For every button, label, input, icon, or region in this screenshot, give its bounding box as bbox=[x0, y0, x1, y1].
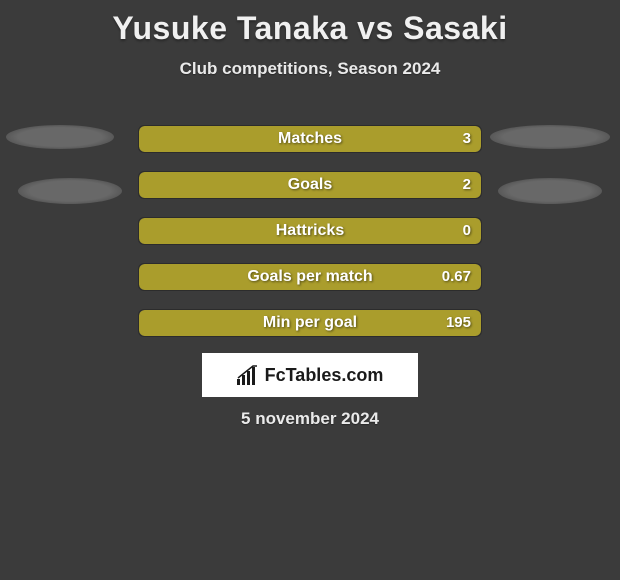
brand-badge[interactable]: FcTables.com bbox=[202, 353, 418, 397]
stat-row: Hattricks0 bbox=[138, 217, 482, 245]
page-title: Yusuke Tanaka vs Sasaki bbox=[0, 0, 620, 47]
stat-row: Goals per match0.67 bbox=[138, 263, 482, 291]
stats-container: Matches3Goals2Hattricks0Goals per match0… bbox=[138, 125, 482, 355]
player-shadow-right-1 bbox=[490, 125, 610, 149]
stat-label: Matches bbox=[139, 126, 481, 152]
stat-row: Goals2 bbox=[138, 171, 482, 199]
stat-label: Goals bbox=[139, 172, 481, 198]
stat-label: Min per goal bbox=[139, 310, 481, 336]
stat-value: 0 bbox=[463, 218, 471, 244]
stat-label: Goals per match bbox=[139, 264, 481, 290]
player-shadow-left-2 bbox=[18, 178, 122, 204]
stat-value: 3 bbox=[463, 126, 471, 152]
subtitle: Club competitions, Season 2024 bbox=[0, 59, 620, 79]
stat-label: Hattricks bbox=[139, 218, 481, 244]
player-shadow-right-2 bbox=[498, 178, 602, 204]
player-shadow-left-1 bbox=[6, 125, 114, 149]
stat-value: 0.67 bbox=[442, 264, 471, 290]
date-label: 5 november 2024 bbox=[0, 409, 620, 429]
bar-chart-icon bbox=[237, 365, 259, 385]
stat-row: Matches3 bbox=[138, 125, 482, 153]
brand-text: FcTables.com bbox=[265, 365, 384, 386]
stat-value: 195 bbox=[446, 310, 471, 336]
stat-row: Min per goal195 bbox=[138, 309, 482, 337]
stat-value: 2 bbox=[463, 172, 471, 198]
